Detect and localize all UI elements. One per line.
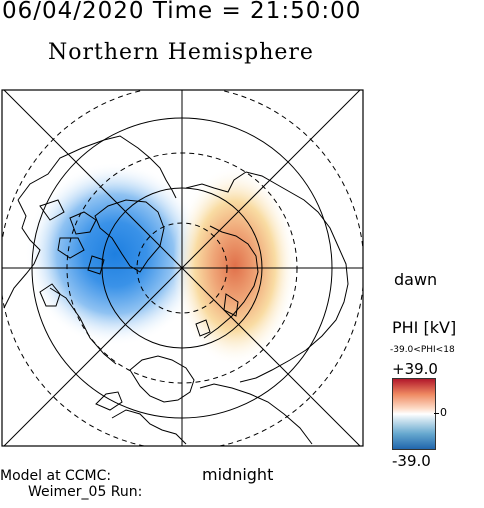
model-label: Model at CCMC: <box>0 468 112 484</box>
colorbar-zero-label: 0 <box>440 406 447 419</box>
run-label: Weimer_05 Run: <box>28 484 143 500</box>
datetime-title: 06/04/2020 Time = 21:50:00 <box>2 0 362 24</box>
negative-potential-cell <box>25 162 205 346</box>
polar-map <box>1 89 364 447</box>
colorbar-range: -39.0<PHI<18 <box>390 345 455 355</box>
meridian-lines <box>2 90 363 446</box>
positive-potential-cell <box>173 166 297 366</box>
hemisphere-title: Northern Hemisphere <box>48 40 314 65</box>
colorbar-min-label: -39.0 <box>392 452 431 470</box>
colorbar <box>392 378 436 450</box>
midnight-label: midnight <box>202 465 274 484</box>
colorbar-title: PHI [kV] <box>392 318 457 337</box>
colorbar-zero-tick <box>434 413 439 414</box>
dawn-label: dawn <box>394 270 438 289</box>
map-frame <box>1 89 364 447</box>
colorbar-max-label: +39.0 <box>392 360 438 378</box>
coastlines <box>3 135 349 445</box>
